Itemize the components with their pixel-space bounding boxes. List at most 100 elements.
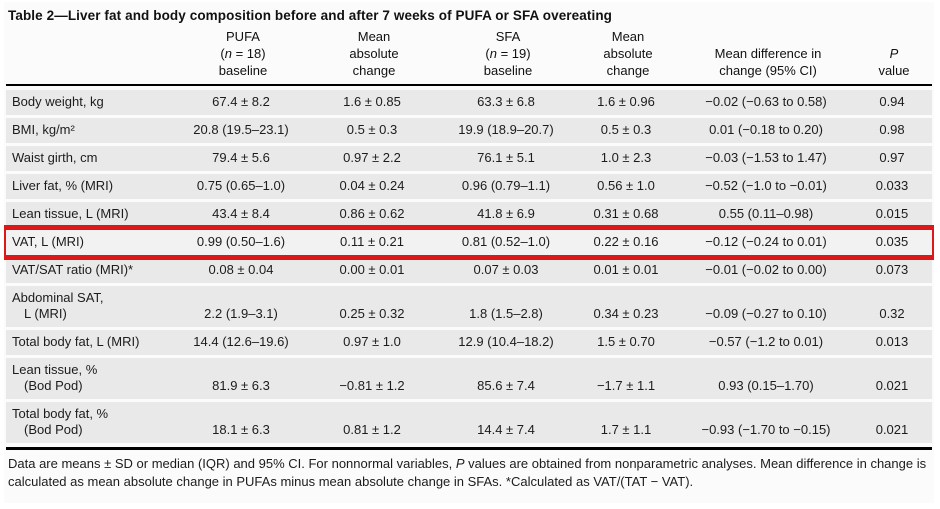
cell-pufa-baseline: 0.08 ± 0.04 — [208, 262, 274, 277]
table-row-abdominal-sat: Abdominal SAT, L (MRI) 2.2 (1.9–3.1) 0.25… — [6, 286, 932, 327]
cell-pufa-change: 0.97 ± 1.0 — [343, 334, 401, 349]
row-label: Lean tissue, L (MRI) — [12, 206, 129, 221]
table-row-liver-fat: Liver fat, % (MRI) 0.75 (0.65–1.0) 0.04 … — [6, 174, 932, 199]
cell-pufa-change: 0.86 ± 0.62 — [339, 206, 405, 221]
bottom-rule — [6, 447, 932, 450]
cell-pufa-baseline: 14.4 (12.6–19.6) — [193, 334, 289, 349]
cell-p-value: 0.013 — [875, 334, 909, 349]
cell-mean-difference: −0.03 (−1.53 to 1.47) — [705, 150, 827, 165]
cell-pufa-change: 0.00 ± 0.01 — [339, 262, 405, 277]
cell-mean-difference: 0.93 (0.15–1.70) — [718, 378, 814, 393]
cell-sfa-baseline: 14.4 ± 7.4 — [477, 422, 535, 437]
cell-sfa-change: 0.01 ± 0.01 — [593, 262, 659, 277]
cell-sfa-change: 0.5 ± 0.3 — [600, 122, 652, 137]
cell-p-value: 0.015 — [875, 206, 909, 221]
row-label: VAT/SAT ratio (MRI)* — [12, 262, 134, 277]
cell-pufa-change: 0.04 ± 0.24 — [339, 178, 405, 193]
cell-p-value: 0.035 — [875, 234, 909, 249]
table-row-waist-girth: Waist girth, cm 79.4 ± 5.6 0.97 ± 2.2 76… — [6, 146, 932, 171]
header-pufa-change: Mean absolute change — [349, 29, 399, 78]
cell-pufa-baseline: 2.2 (1.9–3.1) — [204, 306, 278, 321]
table-row-vat-sat-ratio: VAT/SAT ratio (MRI)* 0.08 ± 0.04 0.00 ± … — [6, 258, 932, 283]
cell-pufa-baseline: 43.4 ± 8.4 — [212, 206, 270, 221]
cell-pufa-baseline: 81.9 ± 6.3 — [212, 378, 270, 393]
cell-p-value: 0.94 — [879, 94, 905, 109]
cell-sfa-baseline: 76.1 ± 5.1 — [477, 150, 535, 165]
row-label: Total body fat, % (Bod Pod) — [12, 406, 109, 437]
cell-mean-difference: 0.01 (−0.18 to 0.20) — [709, 122, 823, 137]
italic-p: P — [455, 456, 465, 471]
row-label: Total body fat, L (MRI) — [12, 334, 140, 349]
cell-p-value: 0.32 — [879, 306, 905, 321]
cell-sfa-baseline: 0.81 (0.52–1.0) — [461, 234, 551, 249]
table-row-total-body-fat-mri: Total body fat, L (MRI) 14.4 (12.6–19.6)… — [6, 330, 932, 355]
row-label: VAT, L (MRI) — [12, 234, 84, 249]
cell-pufa-baseline: 0.75 (0.65–1.0) — [196, 178, 286, 193]
cell-sfa-baseline: 0.96 (0.79–1.1) — [461, 178, 551, 193]
cell-sfa-change: 1.7 ± 1.1 — [600, 422, 652, 437]
cell-sfa-change: 0.22 ± 0.16 — [593, 234, 659, 249]
cell-p-value: 0.033 — [875, 178, 909, 193]
header-mean-difference: Mean difference in change (95% CI) — [714, 46, 822, 78]
cell-pufa-change: −0.81 ± 1.2 — [339, 378, 405, 393]
cell-p-value: 0.021 — [875, 378, 909, 393]
row-label: Liver fat, % (MRI) — [12, 178, 114, 193]
header-p-value: P value — [878, 46, 910, 78]
row-label: Lean tissue, % (Bod Pod) — [12, 362, 98, 393]
cell-sfa-baseline: 85.6 ± 7.4 — [477, 378, 535, 393]
cell-pufa-baseline: 67.4 ± 8.2 — [212, 94, 270, 109]
cell-pufa-baseline: 0.99 (0.50–1.6) — [196, 234, 286, 249]
italic-n: n — [224, 46, 232, 61]
cell-sfa-change: 0.34 ± 0.23 — [593, 306, 659, 321]
cell-mean-difference: −0.57 (−1.2 to 0.01) — [708, 334, 824, 349]
cell-mean-difference: −0.01 (−0.02 to 0.00) — [705, 262, 827, 277]
table-row-total-body-fat-bodpod: Total body fat, % (Bod Pod) 18.1 ± 6.3 0.… — [6, 402, 932, 443]
row-label: Body weight, kg — [12, 94, 104, 109]
table-row-lean-tissue-bodpod: Lean tissue, % (Bod Pod) 81.9 ± 6.3 −0.81… — [6, 358, 932, 399]
cell-sfa-change: 0.31 ± 0.68 — [593, 206, 659, 221]
cell-sfa-change: 1.6 ± 0.96 — [597, 94, 655, 109]
table-row-bmi: BMI, kg/m² 20.8 (19.5–23.1) 0.5 ± 0.3 19… — [6, 118, 932, 143]
row-label: Waist girth, cm — [12, 150, 98, 165]
header-sfa-change: Mean absolute change — [603, 29, 653, 78]
cell-p-value: 0.98 — [879, 122, 905, 137]
row-label: BMI, kg/m² — [12, 122, 75, 137]
cell-sfa-baseline: 41.8 ± 6.9 — [477, 206, 535, 221]
table-footnote: Data are means ± SD or median (IQR) and … — [8, 456, 927, 489]
cell-sfa-baseline: 19.9 (18.9–20.7) — [458, 122, 554, 137]
table-body: Body weight, kg 67.4 ± 8.2 1.6 ± 0.85 63… — [4, 90, 934, 443]
cell-sfa-baseline: 1.8 (1.5–2.8) — [469, 306, 543, 321]
cell-pufa-change: 0.81 ± 1.2 — [343, 422, 401, 437]
cell-sfa-baseline: 0.07 ± 0.03 — [473, 262, 539, 277]
table-row-vat-highlighted: VAT, L (MRI) 0.99 (0.50–1.6) 0.11 ± 0.21… — [6, 230, 932, 255]
cell-sfa-change: 0.56 ± 1.0 — [597, 178, 655, 193]
cell-mean-difference: 0.55 (0.11–0.98) — [718, 206, 814, 221]
cell-p-value: 0.97 — [879, 150, 905, 165]
header-sfa-baseline: SFA (n = 19) baseline — [483, 29, 533, 78]
cell-p-value: 0.073 — [875, 262, 909, 277]
table-title: Table 2—Liver fat and body composition b… — [8, 8, 613, 23]
cell-sfa-change: −1.7 ± 1.1 — [596, 378, 656, 393]
cell-p-value: 0.021 — [875, 422, 909, 437]
cell-pufa-baseline: 79.4 ± 5.6 — [212, 150, 270, 165]
cell-mean-difference: −0.12 (−0.24 to 0.01) — [705, 234, 827, 249]
cell-pufa-change: 0.25 ± 0.32 — [339, 306, 405, 321]
table-figure: Table 2—Liver fat and body composition b… — [4, 2, 934, 503]
row-label: Abdominal SAT, L (MRI) — [12, 290, 104, 321]
cell-pufa-change: 0.5 ± 0.3 — [346, 122, 398, 137]
cell-pufa-change: 0.97 ± 2.2 — [343, 150, 401, 165]
cell-pufa-baseline: 18.1 ± 6.3 — [212, 422, 270, 437]
italic-n: n — [489, 46, 497, 61]
cell-mean-difference: −0.02 (−0.63 to 0.58) — [705, 94, 827, 109]
cell-sfa-change: 1.0 ± 2.3 — [600, 150, 652, 165]
table-row-body-weight: Body weight, kg 67.4 ± 8.2 1.6 ± 0.85 63… — [6, 90, 932, 115]
cell-mean-difference: −0.09 (−0.27 to 0.10) — [705, 306, 827, 321]
cell-pufa-change: 0.11 ± 0.21 — [340, 234, 404, 249]
cell-pufa-change: 1.6 ± 0.85 — [343, 94, 401, 109]
cell-sfa-change: 1.5 ± 0.70 — [597, 334, 655, 349]
table-header: PUFA (n = 18) baseline Mean absolute cha… — [6, 27, 932, 86]
header-pufa-baseline: PUFA (n = 18) baseline — [218, 29, 268, 78]
cell-sfa-baseline: 63.3 ± 6.8 — [477, 94, 535, 109]
cell-mean-difference: −0.93 (−1.70 to −0.15) — [701, 422, 831, 437]
cell-pufa-baseline: 20.8 (19.5–23.1) — [193, 122, 289, 137]
